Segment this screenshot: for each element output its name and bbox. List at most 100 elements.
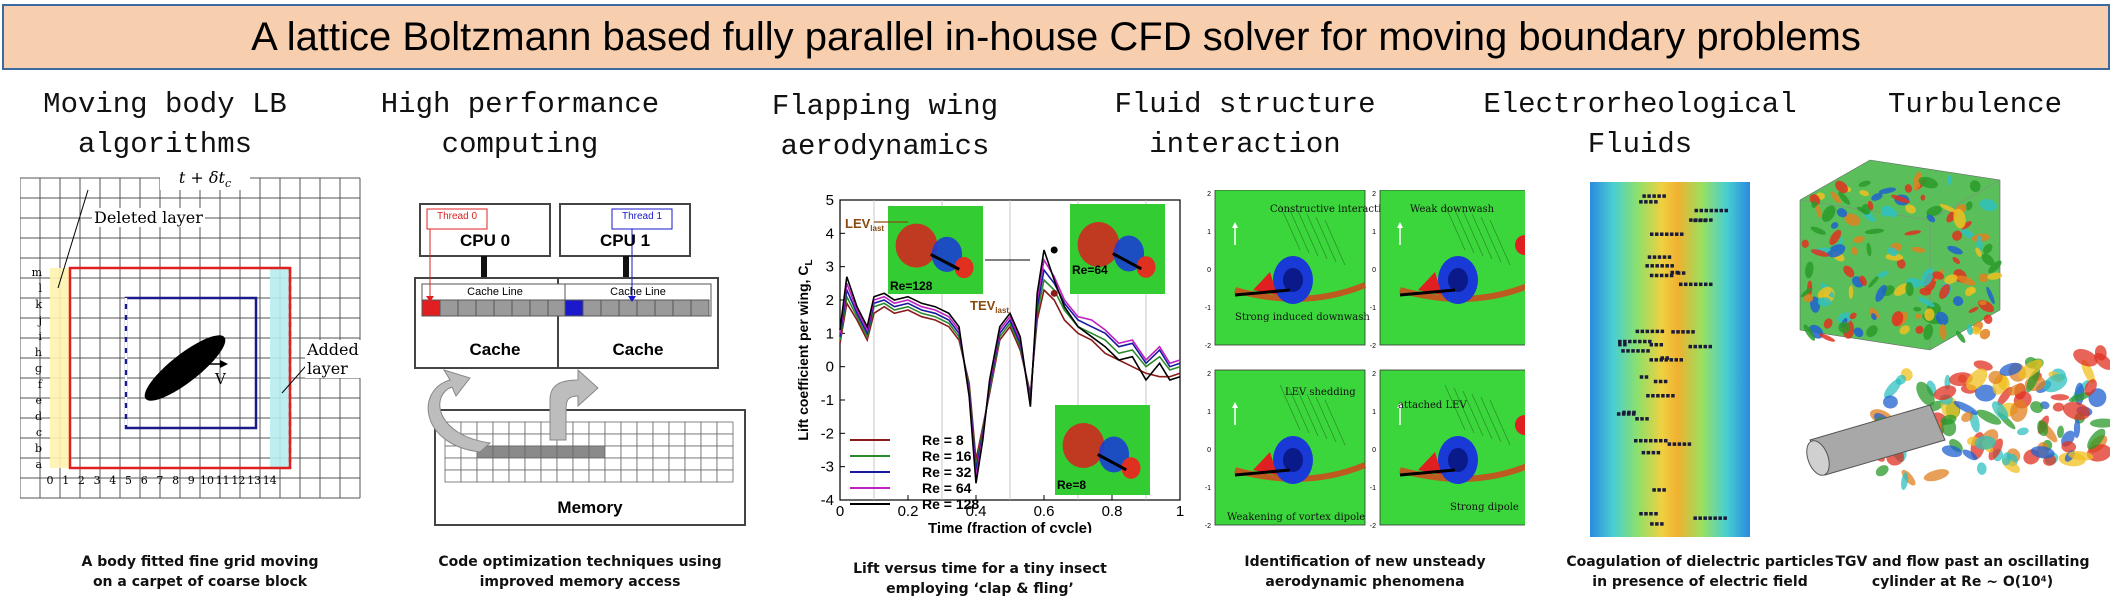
leading-edge-vortex (1418, 452, 1442, 475)
axis-tick-label: 1 (1207, 229, 1211, 236)
memory-cell (604, 457, 622, 471)
dielectric-particle (1654, 358, 1658, 362)
dielectric-particle (1681, 330, 1685, 334)
streamline (1453, 207, 1475, 254)
dielectric-particle (1652, 488, 1656, 492)
memory-cell (716, 445, 734, 459)
axis-tick-label: 0 (1372, 447, 1376, 454)
dielectric-particle (1657, 255, 1662, 259)
vortex-structure (1918, 296, 1935, 307)
thread1-label: Thread 1 (621, 211, 663, 222)
lev-label-sub: last (870, 224, 884, 233)
vortex-structure (1968, 306, 1979, 313)
y-tick-label: 4 (826, 225, 834, 242)
wake-structure (2001, 452, 2012, 466)
vortex-structure (1891, 311, 1904, 327)
wake-vortex (1121, 457, 1141, 479)
marker-re-128 (1050, 246, 1058, 254)
dielectric-particle (1671, 393, 1675, 398)
memory-cell (636, 445, 654, 459)
panel-title-line: Fluid structure (1114, 88, 1376, 121)
vortex-structure (1891, 194, 1910, 204)
memory-cell (700, 421, 718, 435)
memory-cell (620, 445, 638, 459)
dielectric-particle (1642, 194, 1646, 198)
dielectric-particle (1650, 264, 1654, 268)
memory-to-cache1-arrow (549, 368, 599, 441)
dielectric-particle (1644, 438, 1648, 443)
memory-cell (684, 457, 702, 471)
cache0-cell (421, 299, 441, 317)
y-tick-label: -4 (821, 492, 834, 509)
time-label-sub: c (224, 177, 232, 191)
streamline (1462, 210, 1484, 257)
series-line (839, 249, 1181, 484)
dielectric-particle (1703, 516, 1707, 520)
vortex-structure (1905, 281, 1914, 297)
vortex-structure (1829, 229, 1842, 246)
vortex-structure (1800, 287, 1813, 298)
x-tick-label: 0 (47, 474, 54, 487)
vortex-core (1283, 268, 1303, 292)
dielectric-particle (1657, 194, 1661, 198)
leading-edge-vortex (1253, 452, 1277, 475)
memory-cell (508, 469, 526, 483)
memory-cell (604, 433, 622, 447)
panel-title-line: Fluids (1587, 128, 1693, 161)
dielectric-particle (1649, 273, 1654, 278)
memory-cell (652, 469, 670, 483)
memory-cell (524, 445, 542, 459)
dielectric-particle (1679, 232, 1684, 236)
dielectric-particle (1649, 200, 1653, 204)
lift-coefficient-chart: -4 -3 -2 -1 0 1 2 3 4 5 0 0.2 0.4 0.6 0.8 1 Time (fracti… (790, 188, 1190, 533)
tev-label-sub: last (995, 306, 1009, 315)
dielectric-particle (1623, 339, 1627, 344)
wake-structure (1992, 401, 2009, 420)
memory-cell (668, 469, 686, 483)
wake-structure (1976, 409, 2002, 425)
vortex-structure (1803, 293, 1814, 303)
vortex-structure (1983, 243, 1993, 254)
legend-label: Re = 8 (922, 432, 964, 448)
memory-cell (460, 421, 478, 435)
dielectric-particle (1655, 264, 1659, 268)
wake-structure (2010, 399, 2028, 422)
memory-cell (460, 469, 478, 483)
dielectric-particle (1652, 194, 1656, 198)
positive-vortex (1062, 423, 1105, 468)
vortex-structure (1960, 228, 1976, 240)
x-tick-label: 12 (231, 474, 245, 487)
memory-cell (604, 469, 622, 483)
vortex-structure (1913, 306, 1922, 312)
axis-tick-label: -1 (1205, 305, 1211, 312)
fsi-annotation: LEV shedding (1285, 387, 1356, 398)
vortex-structure (1915, 313, 1922, 319)
caption-line: on a carpet of coarse block (92, 574, 308, 590)
time-label: t + δtc (160, 168, 250, 191)
dielectric-particle (1669, 358, 1673, 362)
dielectric-particle (1671, 330, 1675, 334)
dielectric-particle (1714, 208, 1719, 213)
streamline (1444, 204, 1466, 251)
memory-cell (492, 445, 510, 459)
vortex-structure (1817, 286, 1832, 299)
wake-structure (2062, 401, 2090, 420)
dielectric-particle (1659, 232, 1664, 236)
vortex-structure (1957, 275, 1976, 286)
dielectric-particle (1631, 349, 1635, 353)
wake-structure (2030, 401, 2044, 414)
wing-plate (1399, 468, 1456, 477)
dielectric-particle (1709, 208, 1714, 213)
vortex-core (1448, 268, 1468, 292)
wake-structure (1962, 449, 1978, 461)
vortex-structure (1939, 284, 1951, 299)
panel-title-moving-body: Moving body LB algorithms (20, 85, 310, 165)
wake-structure (2016, 427, 2029, 436)
memory-cell (620, 421, 638, 435)
dielectric-particle (1682, 442, 1687, 446)
wake-structure (1884, 378, 1902, 399)
caption-er-fluids: Coagulation of dielectric particles in p… (1550, 552, 1850, 592)
dielectric-particle (1665, 264, 1669, 268)
memory-cell (492, 433, 510, 447)
memory-cell (588, 469, 606, 483)
